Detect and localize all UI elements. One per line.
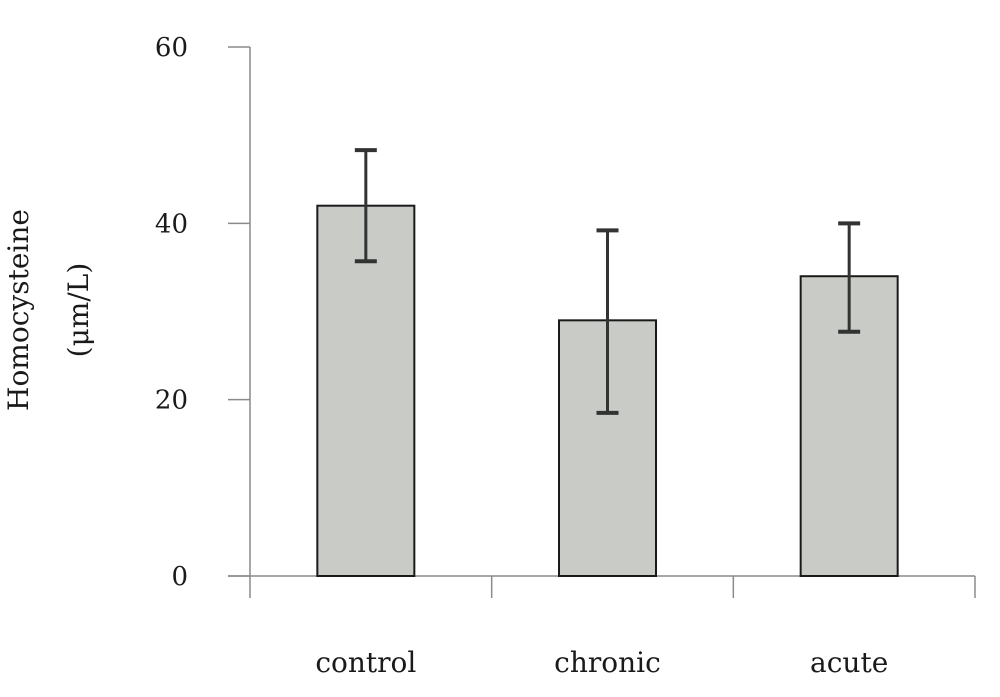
category-label-chronic: chronic — [554, 646, 661, 679]
y-axis-label-line-1: Homocysteine — [2, 209, 35, 411]
y-axis-label-line-2: (μm/L) — [62, 263, 95, 358]
y-tick-label: 60 — [155, 33, 188, 63]
category-labels: control chronic acute — [315, 646, 888, 679]
bar-acute — [799, 275, 899, 577]
category-label-acute: acute — [810, 646, 888, 679]
y-tick-labels: 0 20 40 60 — [155, 33, 188, 592]
y-tick-label: 20 — [155, 386, 188, 416]
y-axis-label: Homocysteine (μm/L) — [2, 209, 95, 411]
error-bars — [354, 148, 861, 415]
y-tick-label: 0 — [171, 562, 188, 592]
category-label-control: control — [315, 646, 416, 679]
y-tick-label: 40 — [155, 209, 188, 239]
